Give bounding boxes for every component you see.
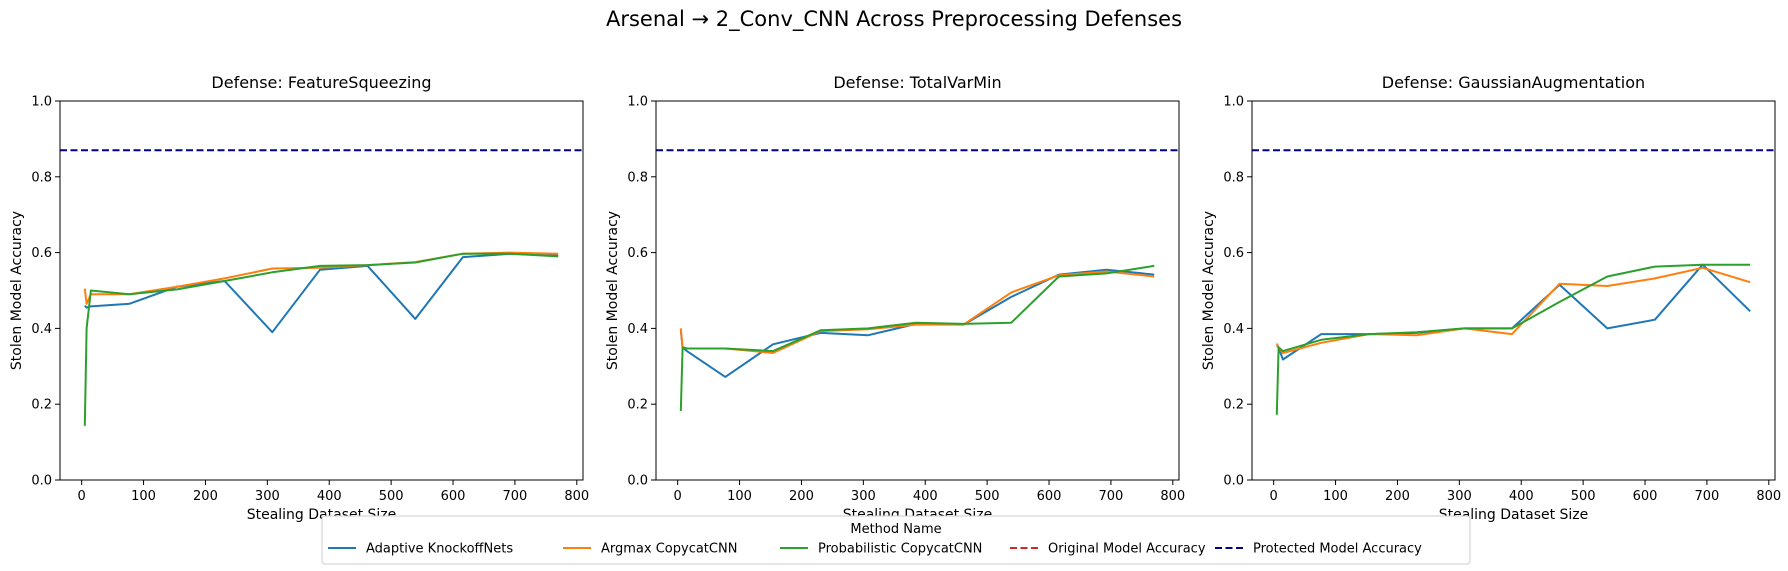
y-tick-label: 0.4 [1223,322,1244,337]
x-tick-label: 400 [913,489,938,504]
legend-item-argmax-copycatcnn: Argmax CopycatCNN [563,542,737,557]
x-tick-label: 200 [193,489,218,504]
x-tick-label: 0 [1270,489,1278,504]
y-tick-label: 0.8 [1223,170,1244,185]
y-tick-label: 1.0 [627,95,648,110]
subplots: Defense: FeatureSqueezing 0 100 200 300 400 50… [9,73,1781,523]
y-tick-label: 0.8 [627,170,648,185]
x-tick-label: 400 [1509,489,1534,504]
x-tick-label: 800 [564,489,589,504]
y-tick-label: 0.6 [627,246,648,261]
x-tick-label: 100 [131,489,156,504]
y-tick-label: 0.4 [31,322,52,337]
legend-label: Adaptive KnockoffNets [366,542,513,557]
y-tick-label: 1.0 [1223,95,1244,110]
series-line-adaptive-knockoffnets [1276,263,1751,361]
legend-label: Argmax CopycatCNN [601,542,737,557]
figure-suptitle: Arsenal → 2_Conv_CNN Across Preprocessin… [606,7,1182,32]
x-tick-label: 600 [1633,489,1658,504]
y-tick-label: 0.0 [627,474,648,489]
x-tick-label: 500 [379,489,404,504]
legend-label: Original Model Accuracy [1048,542,1206,557]
y-tick-label: 1.0 [31,95,52,110]
y-tick-label: 0.0 [1223,474,1244,489]
x-tick-label: 300 [1447,489,1472,504]
legend: Method Name Adaptive KnockoffNets Argmax … [321,515,1471,565]
series-line-argmax-copycatcnn [1275,266,1751,354]
subplot-title: Defense: TotalVarMin [833,73,1001,92]
x-tick-label: 800 [1160,489,1185,504]
legend-item-probabilistic-copycatcnn: Probabilistic CopycatCNN [780,542,982,557]
x-tick-label: 800 [1756,489,1781,504]
legend-label: Protected Model Accuracy [1253,542,1422,557]
legend-item-original-model-accuracy: Original Model Accuracy [1010,542,1206,557]
x-tick-label: 200 [789,489,814,504]
axes-frame [59,100,584,481]
x-tick-label: 0 [78,489,86,504]
legend-items: Adaptive KnockoffNets Argmax CopycatCNN Pr… [328,542,1422,557]
x-tick-label: 700 [503,489,528,504]
x-axis-label: Stealing Dataset Size [1439,507,1589,523]
series-line-probabilistic-copycatcnn [679,264,1155,412]
subplot-1: Defense: FeatureSqueezing 0 100 200 300 400 50… [9,73,589,523]
x-tick-label: 300 [255,489,280,504]
legend-item-adaptive-knockoffnets: Adaptive KnockoffNets [328,542,513,557]
x-tick-label: 400 [317,489,342,504]
legend-item-protected-model-accuracy: Protected Model Accuracy [1215,542,1422,557]
series-line-argmax-copycatcnn [679,270,1155,354]
y-tick-label: 0.6 [1223,246,1244,261]
x-tick-label: 500 [975,489,1000,504]
y-tick-label: 0.0 [31,474,52,489]
series-line-adaptive-knockoffnets [84,252,559,334]
plot-area [60,149,583,426]
y-tick-label: 0.2 [1223,398,1244,413]
x-tick-label: 300 [851,489,876,504]
plot-area [656,149,1179,412]
y-tick-label: 0.2 [31,398,52,413]
axes-frame [1251,100,1776,481]
x-tick-label: 600 [441,489,466,504]
x-tick-label: 500 [1571,489,1596,504]
series-line-probabilistic-copycatcnn [83,252,559,426]
x-tick-label: 0 [674,489,682,504]
y-tick-label: 0.6 [31,246,52,261]
y-tick-label: 0.2 [627,398,648,413]
y-tick-label: 0.8 [31,170,52,185]
legend-frame [321,515,1471,565]
x-tick-label: 600 [1037,489,1062,504]
plot-area [1252,149,1775,415]
y-axis-label: Stolen Model Accuracy [9,211,25,370]
subplot-title: Defense: GaussianAugmentation [1382,73,1645,92]
subplot-3: Defense: GaussianAugmentation 0 100 200 300 4… [1201,73,1781,523]
y-axis-label: Stolen Model Accuracy [605,211,621,370]
series-line-argmax-copycatcnn [83,251,559,305]
x-tick-label: 100 [1323,489,1348,504]
axes-frame [655,100,1180,481]
x-tick-label: 700 [1099,489,1124,504]
x-tick-label: 700 [1695,489,1720,504]
subplot-title: Defense: FeatureSqueezing [211,73,431,92]
x-tick-label: 200 [1385,489,1410,504]
legend-title: Method Name [850,522,941,537]
legend-label: Probabilistic CopycatCNN [818,542,982,557]
y-tick-label: 0.4 [627,322,648,337]
y-axis-label: Stolen Model Accuracy [1201,211,1217,370]
subplot-2: Defense: TotalVarMin 0 100 200 300 400 500 600 7… [605,73,1185,523]
series-line-probabilistic-copycatcnn [1275,263,1751,415]
x-tick-label: 100 [727,489,752,504]
